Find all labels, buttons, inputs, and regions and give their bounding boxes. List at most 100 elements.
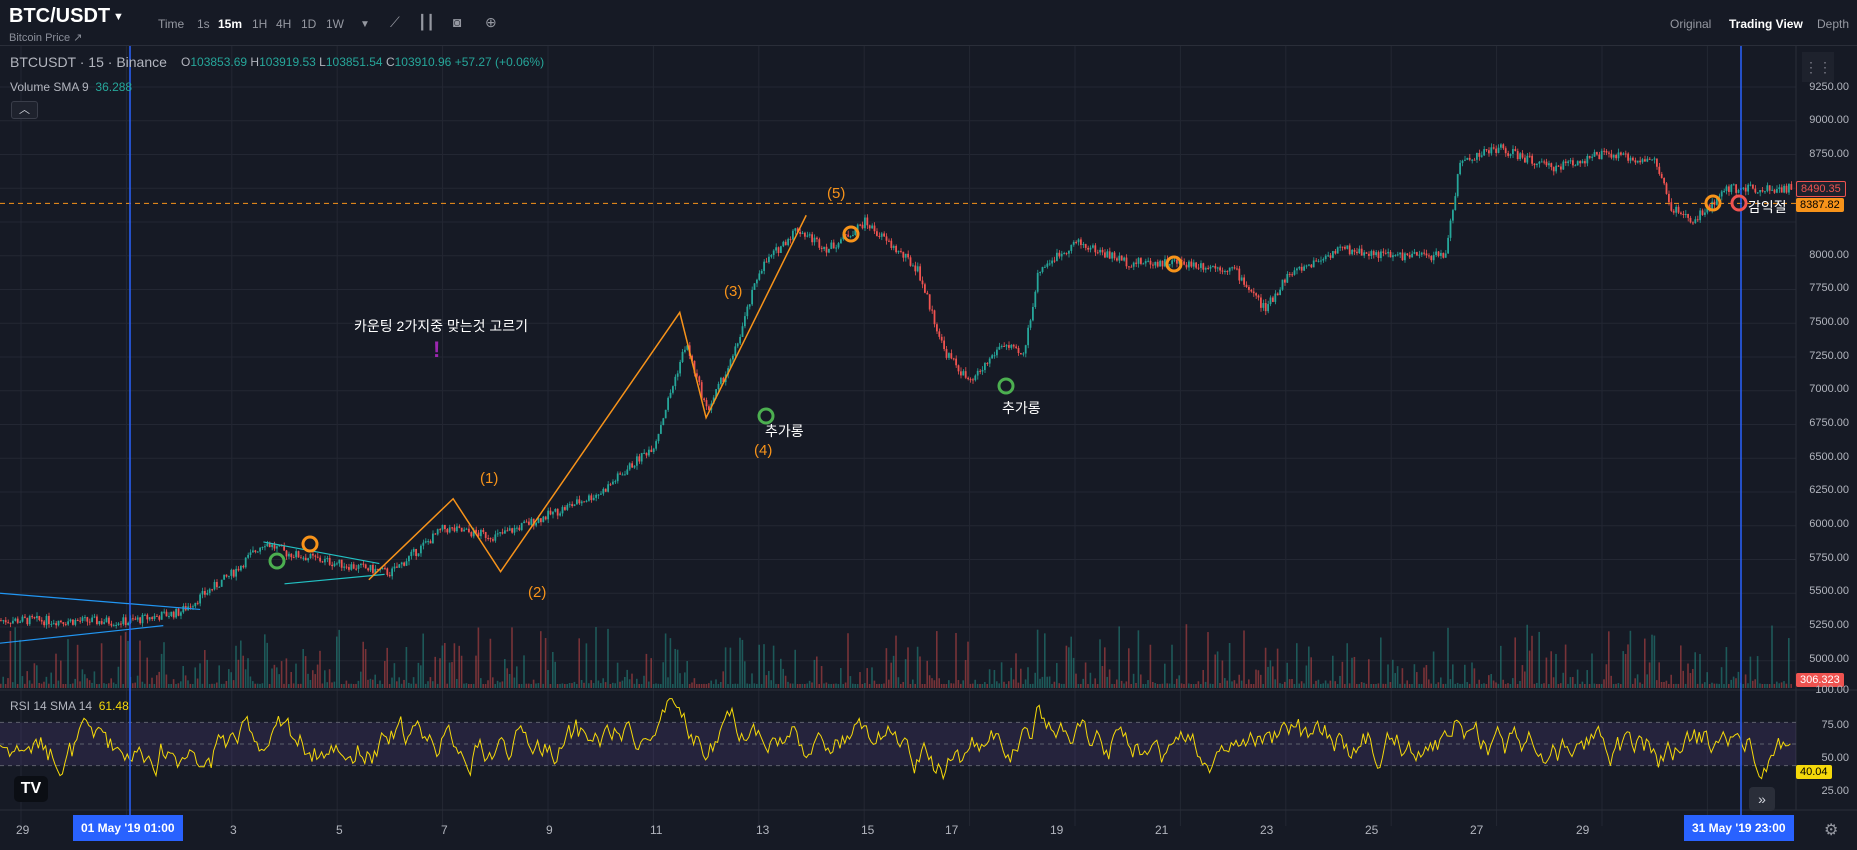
volume-bar [736, 683, 739, 688]
volume-bar [1034, 672, 1036, 688]
candle-body [782, 241, 785, 247]
add-icon[interactable]: ⊕ [485, 14, 497, 30]
symbol-title[interactable]: BTC/USDT [9, 5, 111, 27]
candle-body [607, 484, 609, 492]
timeframe-1d[interactable]: 1D [301, 17, 317, 31]
symbol-dropdown-icon[interactable]: ▼ [113, 11, 124, 23]
volume-bar [1396, 666, 1399, 688]
volume-bar [48, 683, 50, 688]
candle-body [1485, 149, 1488, 151]
candle-body [674, 376, 677, 387]
candle-body [1790, 184, 1793, 190]
volume-bar [475, 655, 477, 688]
candle-body [1075, 241, 1077, 243]
candle-body [1728, 186, 1730, 192]
candle-body [751, 289, 753, 305]
volume-bar [38, 683, 40, 688]
volume-bar [1519, 680, 1521, 688]
candle-body [1543, 161, 1545, 163]
volume-bar [1209, 683, 1212, 688]
candle-body [1267, 304, 1269, 312]
volume-bar [888, 679, 890, 688]
camera-icon[interactable]: ◙ [453, 14, 462, 30]
candle-body [117, 623, 120, 625]
candle-body [381, 567, 384, 570]
timeframe-15m[interactable]: 15m [218, 17, 243, 31]
volume-bar [1444, 683, 1447, 688]
candle-body [7, 622, 9, 624]
volume-bar [319, 650, 321, 688]
volume-bar [847, 633, 849, 688]
tradingview-logo[interactable]: TV [14, 776, 48, 802]
candle-type-icon[interactable]: ┃┃ [418, 14, 435, 30]
volume-bar [614, 683, 616, 688]
volume-bar [50, 672, 52, 688]
volume-bar [780, 658, 782, 688]
volume-bar [1557, 684, 1560, 688]
chart-legend-symbol: BTCUSDT · 15 · Binance [10, 54, 167, 70]
candle-body [314, 555, 317, 557]
timeframe-time[interactable]: Time [158, 17, 185, 31]
volume-bar [1068, 647, 1070, 688]
volume-bar [1125, 681, 1128, 688]
candle-body [909, 257, 912, 266]
candle-body [1360, 248, 1363, 256]
gear-icon[interactable]: ⚙ [1824, 822, 1839, 839]
timeframe-1w[interactable]: 1W [326, 17, 344, 31]
volume-bar [256, 683, 259, 688]
timeframe-1h[interactable]: 1H [252, 17, 268, 31]
volume-bar [1053, 681, 1056, 688]
volume-bar [1564, 644, 1567, 688]
candle-body [331, 564, 333, 567]
volume-bar [1000, 662, 1003, 688]
volume-bar [451, 662, 453, 688]
candle-body [372, 564, 374, 574]
candle-body [9, 622, 12, 624]
indicators-icon[interactable]: ⟋ [390, 14, 400, 30]
view-trading-view[interactable]: Trading View [1729, 17, 1803, 31]
candle-body [1065, 253, 1068, 255]
volume-bar [974, 679, 976, 688]
candle-body [139, 617, 141, 624]
candle-body [655, 441, 657, 449]
volume-bar [1308, 646, 1310, 688]
view-original[interactable]: Original [1670, 17, 1712, 31]
candle-body [93, 616, 96, 618]
volume-bar [1600, 684, 1603, 688]
volume-bar [1113, 683, 1116, 688]
symbol-subtitle[interactable]: Bitcoin Price ↗ [9, 32, 83, 44]
candle-body [919, 266, 921, 281]
timeframe-1s[interactable]: 1s [197, 17, 210, 31]
candle-body [84, 617, 86, 619]
collapse-legend-button[interactable]: ︿ [11, 101, 38, 119]
volume-bar [316, 664, 319, 688]
candle-body [208, 589, 211, 593]
candle-body [825, 246, 828, 253]
timeframe-4h[interactable]: 4H [276, 17, 292, 31]
volume-bar [924, 683, 926, 688]
candle-body [1183, 261, 1185, 265]
volume-bar [244, 669, 247, 688]
volume-bar [1526, 624, 1528, 688]
candle-body [1063, 253, 1065, 255]
volume-bar [1276, 648, 1279, 688]
more-timeframes-icon[interactable]: ▼ [360, 19, 370, 30]
candle-body [1536, 163, 1538, 166]
volume-bar [552, 651, 554, 688]
candle-body [840, 239, 842, 244]
candle-body [1231, 267, 1233, 269]
view-depth[interactable]: Depth [1817, 17, 1850, 31]
signal-marker [997, 377, 1015, 395]
volume-bar [151, 677, 153, 688]
drag-handle-icon[interactable]: ⋮⋮ [1802, 52, 1834, 82]
volume-bar [139, 640, 141, 688]
price-chart[interactable] [0, 46, 1857, 850]
candle-body [504, 530, 506, 534]
volume-bar [19, 639, 21, 688]
volume-bar [1658, 662, 1660, 688]
volume-bar [1785, 683, 1788, 688]
volume-bar [1627, 644, 1629, 688]
scroll-to-realtime-button[interactable]: » [1749, 787, 1775, 811]
volume-bar [1651, 634, 1653, 688]
time-axis-label: 17 [945, 823, 959, 837]
